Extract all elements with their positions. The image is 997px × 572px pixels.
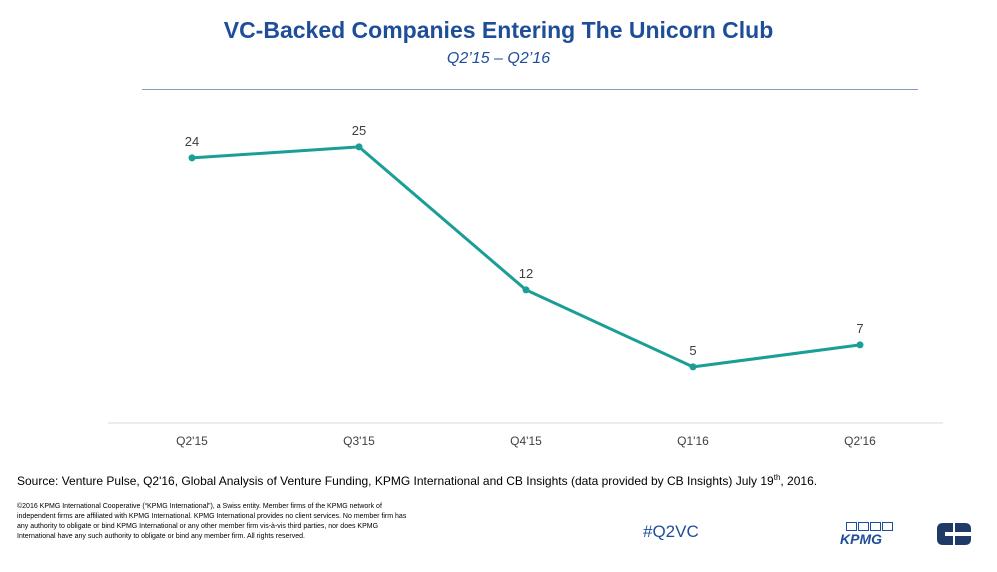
- source-text-end: , 2016.: [780, 474, 818, 488]
- kpmg-logo-text: KPMG: [840, 531, 882, 547]
- data-label: 25: [352, 123, 366, 138]
- data-label: 12: [519, 266, 533, 281]
- chart-title: VC-Backed Companies Entering The Unicorn…: [223, 17, 774, 43]
- x-tick-label: Q1'16: [677, 434, 709, 448]
- chart-subtitle: Q2’15 – Q2’16: [446, 50, 551, 67]
- legal-disclaimer: ©2016 KPMG International Cooperative (“K…: [17, 503, 407, 540]
- data-label: 7: [856, 321, 863, 336]
- line-chart: 24 Q2'15 25 Q3'15 12 Q4'15 5 Q1'16 7 Q2'16: [108, 123, 943, 448]
- cb-insights-logo: [937, 523, 971, 545]
- data-point: [522, 286, 530, 294]
- hashtag: #Q2VC: [643, 522, 699, 541]
- series-line: [191, 145, 861, 369]
- data-point: [188, 154, 196, 162]
- source-text: Source: Venture Pulse, Q2'16, Global Ana…: [17, 474, 774, 488]
- x-tick-label: Q2'15: [176, 434, 208, 448]
- data-point: [689, 363, 697, 371]
- data-label: 5: [689, 343, 696, 358]
- kpmg-logo: KPMG: [840, 522, 898, 550]
- x-tick-label: Q3'15: [343, 434, 375, 448]
- data-label: 24: [185, 134, 199, 149]
- kpmg-logo-boxes: [846, 522, 898, 531]
- x-tick-label: Q4'15: [510, 434, 542, 448]
- data-point: [856, 341, 864, 349]
- source-note: Source: Venture Pulse, Q2'16, Global Ana…: [17, 473, 817, 488]
- data-point: [355, 143, 363, 151]
- source-superscript: th: [773, 473, 781, 482]
- title-divider: [142, 89, 918, 90]
- x-tick-label: Q2'16: [844, 434, 876, 448]
